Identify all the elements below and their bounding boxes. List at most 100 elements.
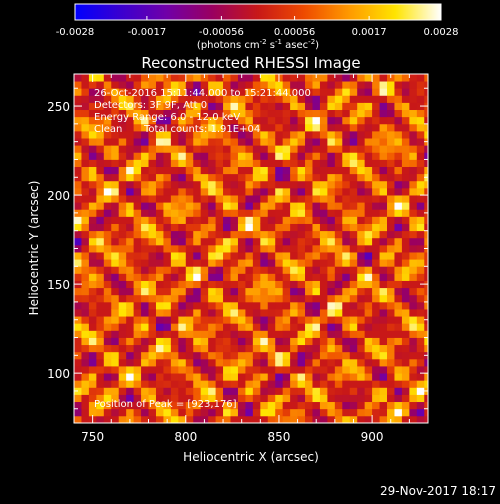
heatmap-cell	[252, 123, 261, 132]
heatmap-cell	[357, 159, 366, 167]
heatmap-cell	[148, 230, 157, 239]
heatmap-cell	[372, 223, 380, 232]
heatmap-cell	[118, 152, 127, 160]
heatmap-cell	[297, 316, 306, 324]
heatmap-cell	[126, 373, 135, 381]
heatmap-cell	[364, 373, 373, 381]
heatmap-cell	[96, 173, 105, 182]
heatmap-cell	[193, 301, 202, 310]
heatmap-cell	[342, 173, 351, 182]
heatmap-cell	[267, 380, 276, 388]
heatmap-cell	[74, 380, 82, 388]
heatmap-cell	[74, 287, 82, 296]
heatmap-cell	[148, 138, 157, 146]
heatmap-cell	[126, 330, 135, 338]
heatmap-cell	[81, 309, 90, 317]
heatmap-cell	[364, 330, 373, 338]
heatmap-cell	[409, 159, 418, 167]
heatmap-cell	[208, 273, 216, 281]
heatmap-cell	[245, 415, 254, 423]
heatmap-cell	[74, 195, 82, 203]
heatmap-cell	[141, 237, 149, 246]
heatmap-cell	[290, 301, 298, 310]
heatmap-cell	[372, 237, 380, 246]
heatmap-cell	[170, 351, 179, 360]
heatmap-cell	[193, 237, 202, 246]
heatmap-cell	[126, 287, 135, 296]
heatmap-cell	[245, 280, 254, 289]
heatmap-cell	[200, 230, 209, 239]
colorbar: -0.0028 -0.0017 -0.00056 0.00056 0.0017 0.002…	[56, 3, 459, 51]
heatmap-cell	[312, 351, 321, 360]
heatmap-cell	[237, 180, 246, 189]
heatmap-cell	[379, 152, 388, 160]
heatmap-cell	[223, 88, 231, 96]
heatmap-cell	[178, 401, 187, 410]
heatmap-cell	[200, 358, 209, 367]
heatmap-cell	[103, 109, 112, 118]
heatmap-cell	[275, 123, 284, 132]
heatmap-cell	[401, 266, 410, 274]
heatmap-cell	[126, 244, 135, 253]
heatmap-cell	[334, 323, 343, 331]
heatmap-cell	[118, 351, 127, 360]
heatmap-cell	[163, 209, 172, 217]
heatmap-cell	[379, 344, 388, 353]
heatmap-cell	[372, 252, 380, 260]
heatmap-cell	[215, 230, 224, 239]
heatmap-cell	[118, 366, 127, 374]
heatmap-cell	[215, 95, 224, 103]
heatmap-cell	[267, 330, 276, 338]
heatmap-cell	[155, 123, 164, 132]
heatmap-cell	[319, 95, 328, 103]
heatmap-cell	[349, 373, 358, 381]
heatmap-cell	[223, 330, 231, 338]
heatmap-cell	[394, 216, 403, 224]
heatmap-cell	[81, 316, 90, 324]
heatmap-cell	[267, 252, 276, 260]
heatmap-cell	[401, 351, 410, 360]
heatmap-cell	[81, 209, 90, 217]
heatmap-cell	[342, 152, 351, 160]
heatmap-cell	[200, 223, 209, 232]
heatmap-cell	[74, 323, 82, 331]
heatmap-cell	[155, 323, 164, 331]
heatmap-cell	[424, 166, 428, 175]
heatmap-cell	[319, 415, 328, 423]
heatmap-cell	[133, 373, 142, 381]
heatmap-cell	[267, 109, 276, 118]
heatmap-cell	[81, 138, 90, 146]
chart-title: Reconstructed RHESSI Image	[141, 54, 360, 72]
heatmap-cell	[208, 401, 216, 410]
heatmap-cell	[193, 88, 202, 96]
heatmap-cell	[178, 237, 187, 246]
heatmap-cell	[230, 294, 239, 303]
heatmap-cell	[312, 252, 321, 260]
heatmap-cell	[305, 173, 313, 182]
heatmap-cell	[103, 252, 112, 260]
heatmap-cell	[349, 337, 358, 346]
heatmap-cell	[178, 209, 187, 217]
heatmap-cell	[133, 102, 142, 111]
heatmap-cell	[364, 88, 373, 96]
heatmap-cell	[103, 366, 112, 374]
heatmap-cell	[290, 187, 298, 196]
heatmap-cell	[275, 102, 284, 111]
heatmap-cell	[237, 323, 246, 331]
heatmap-cell	[96, 316, 105, 324]
heatmap-cell	[74, 216, 82, 224]
heatmap-cell	[237, 316, 246, 324]
heatmap-cell	[260, 366, 269, 374]
heatmap-cell	[96, 301, 105, 310]
heatmap-cell	[409, 344, 418, 353]
heatmap-cell	[230, 216, 239, 224]
heatmap-cell	[126, 130, 135, 139]
heatmap-cell	[379, 373, 388, 381]
heatmap-cell	[245, 152, 254, 160]
heatmap-cell	[387, 180, 395, 189]
heatmap-cell	[364, 394, 373, 403]
heatmap-cell	[305, 152, 313, 160]
heatmap-cell	[416, 294, 425, 303]
heatmap-cell	[297, 152, 306, 160]
heatmap-cell	[155, 244, 164, 253]
